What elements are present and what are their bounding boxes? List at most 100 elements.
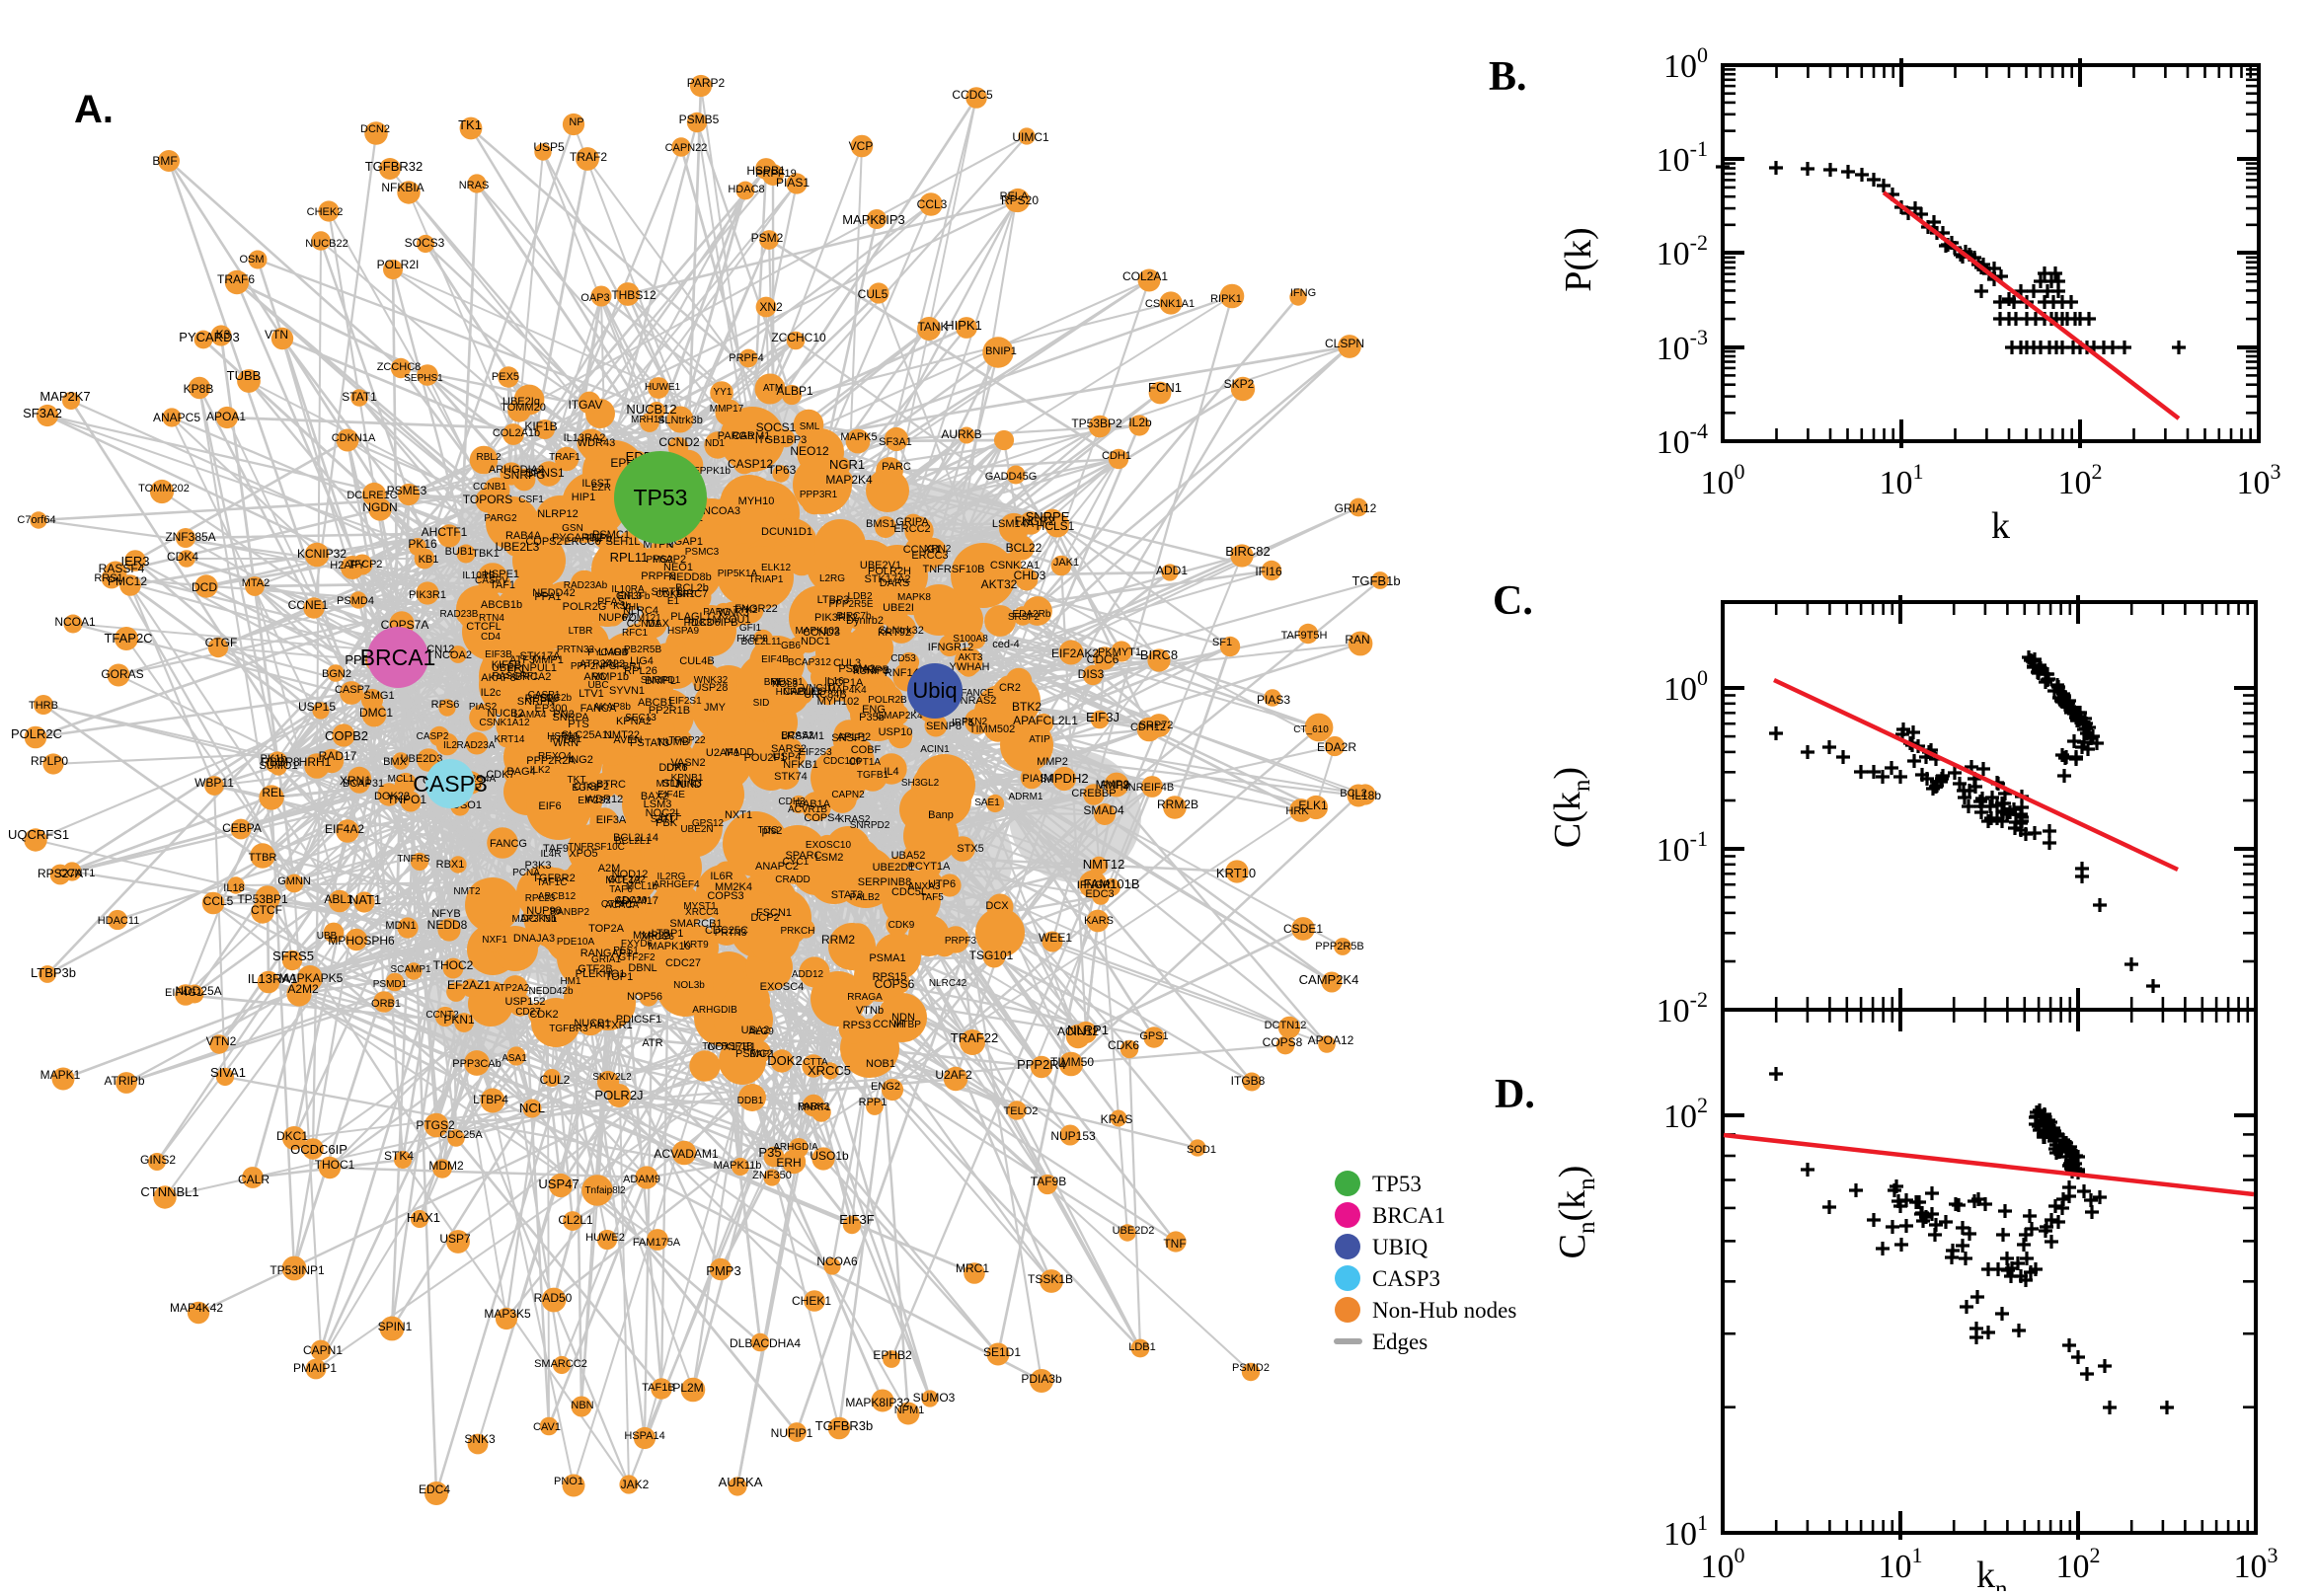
svg-text:ERCC3: ERCC3 [911, 550, 948, 562]
svg-text:RRM2: RRM2 [821, 933, 855, 947]
svg-text:MAPK8: MAPK8 [897, 592, 931, 603]
svg-text:SOCS1: SOCS1 [756, 420, 797, 434]
svg-text:NGR1: NGR1 [829, 457, 865, 472]
svg-text:PCNA: PCNA [512, 868, 540, 878]
svg-text:ELK1: ELK1 [1298, 798, 1328, 812]
svg-text:BCAP312: BCAP312 [788, 657, 831, 668]
svg-text:NBN: NBN [571, 1400, 593, 1411]
svg-text:MMP2: MMP2 [1037, 756, 1068, 768]
svg-text:ALBP1: ALBP1 [776, 384, 813, 398]
svg-text:NEO1: NEO1 [663, 562, 693, 573]
svg-text:PIK3R1: PIK3R1 [409, 589, 446, 601]
svg-text:TK1: TK1 [458, 117, 482, 132]
svg-text:DCLRE1C: DCLRE1C [347, 490, 397, 501]
svg-text:NCOA1: NCOA1 [54, 615, 96, 629]
svg-text:RPLP0: RPLP0 [31, 754, 68, 768]
svg-text:BCL2b: BCL2b [675, 582, 709, 594]
svg-text:VTNb: VTNb [856, 1005, 884, 1017]
svg-text:A2M: A2M [598, 863, 621, 874]
svg-text:MAP2K4: MAP2K4 [825, 473, 873, 487]
svg-text:BRCA1: BRCA1 [360, 645, 436, 670]
svg-text:UQCRFS1: UQCRFS1 [8, 827, 69, 842]
svg-text:NUMB: NUMB [657, 736, 689, 748]
svg-text:STK74: STK74 [774, 771, 808, 783]
svg-text:LTBP4: LTBP4 [473, 1093, 508, 1106]
svg-text:NXF1: NXF1 [482, 935, 507, 946]
svg-text:BGN2: BGN2 [322, 668, 351, 680]
svg-text:ORB1: ORB1 [371, 998, 401, 1010]
svg-text:ASA1: ASA1 [502, 1053, 527, 1064]
svg-text:BCAS2: BCAS2 [782, 730, 814, 741]
svg-text:EIF2S3: EIF2S3 [799, 747, 832, 758]
svg-text:NUCB12: NUCB12 [626, 402, 676, 417]
svg-text:CHEK2: CHEK2 [307, 206, 344, 218]
svg-text:TSG101: TSG101 [969, 949, 1014, 962]
svg-text:UBE2D3: UBE2D3 [401, 753, 443, 765]
svg-text:USP152: USP152 [505, 996, 546, 1008]
svg-text:ADD12: ADD12 [792, 969, 824, 980]
svg-text:CUL4B: CUL4B [679, 655, 714, 667]
svg-text:pfs2: pfs2 [762, 825, 783, 837]
svg-text:HSP90: HSP90 [547, 731, 579, 742]
svg-text:NUCB2: NUCB2 [487, 708, 523, 720]
svg-text:RIPK1: RIPK1 [1210, 293, 1242, 305]
svg-text:RBX1: RBX1 [436, 859, 465, 871]
svg-text:DCUN1D1: DCUN1D1 [761, 526, 812, 538]
svg-text:UBE2I: UBE2I [883, 602, 914, 614]
svg-text:FANCA: FANCA [580, 703, 617, 715]
svg-text:NUP153: NUP153 [1050, 1129, 1096, 1143]
svg-text:RAD23Ab: RAD23Ab [564, 580, 608, 591]
svg-text:DMC1: DMC1 [359, 706, 393, 720]
svg-text:CDK2: CDK2 [529, 1009, 558, 1021]
svg-text:ENG: ENG [862, 704, 886, 716]
svg-text:SF1: SF1 [1212, 637, 1232, 648]
svg-text:BTK2: BTK2 [1012, 700, 1042, 714]
svg-text:B.: B. [1489, 54, 1527, 100]
svg-text:Edges: Edges [1372, 1330, 1428, 1354]
svg-text:STAT3: STAT3 [831, 889, 864, 901]
svg-text:TRIAP1: TRIAP1 [748, 574, 783, 585]
svg-text:BNIPL: BNIPL [645, 675, 676, 687]
svg-text:GPS1: GPS1 [1139, 1030, 1168, 1042]
svg-text:Ubiq: Ubiq [912, 678, 957, 703]
svg-text:YY1: YY1 [714, 387, 733, 398]
svg-text:XRCC5: XRCC5 [808, 1063, 851, 1078]
svg-text:WDR12: WDR12 [585, 794, 624, 805]
svg-text:EIF3J: EIF3J [1086, 710, 1119, 724]
svg-text:ELK12: ELK12 [761, 563, 791, 573]
svg-text:C.: C. [1493, 578, 1533, 624]
svg-text:PCYT1A: PCYT1A [908, 861, 951, 873]
svg-text:CEBPA: CEBPA [222, 821, 262, 835]
svg-text:JAK2: JAK2 [621, 1478, 650, 1491]
svg-text:KB1: KB1 [419, 554, 439, 566]
svg-text:ZCCHC10: ZCCHC10 [771, 331, 826, 344]
svg-text:TNFb: TNFb [584, 533, 612, 545]
svg-text:SRSF1: SRSF1 [831, 732, 866, 744]
svg-text:COPS6: COPS6 [875, 977, 915, 991]
svg-text:ABCB1b: ABCB1b [481, 599, 522, 611]
svg-text:PIAS3: PIAS3 [1257, 693, 1290, 707]
svg-text:COBF: COBF [851, 744, 882, 756]
svg-text:ANXA3: ANXA3 [908, 881, 941, 892]
svg-text:NOL3b: NOL3b [673, 980, 705, 991]
svg-text:BNIP1: BNIP1 [985, 345, 1017, 357]
svg-text:STAT1: STAT1 [342, 390, 377, 404]
svg-text:CDC27: CDC27 [665, 957, 701, 969]
svg-text:ABL1: ABL1 [324, 892, 353, 906]
svg-text:KCNIP32: KCNIP32 [297, 547, 347, 561]
svg-text:IFI16: IFI16 [1255, 565, 1282, 578]
svg-text:NCOA3: NCOA3 [703, 505, 740, 517]
svg-text:NUP98: NUP98 [526, 905, 561, 917]
svg-text:EDA2R: EDA2R [1317, 740, 1356, 754]
svg-text:TRAF22: TRAF22 [951, 1030, 998, 1045]
svg-text:DARS: DARS [880, 577, 910, 589]
svg-text:NEO12: NEO12 [790, 444, 829, 458]
svg-text:UBE2D2: UBE2D2 [1113, 1225, 1155, 1237]
svg-text:PPP3R1: PPP3R1 [800, 490, 838, 500]
svg-text:CAPN2: CAPN2 [831, 790, 865, 800]
svg-text:EGR1: EGR1 [572, 783, 599, 794]
svg-text:LTBR: LTBR [569, 626, 593, 637]
svg-text:COPB2: COPB2 [325, 728, 368, 743]
svg-text:SMARCC2: SMARCC2 [534, 1358, 587, 1370]
svg-text:MAPK11b: MAPK11b [714, 1160, 762, 1172]
